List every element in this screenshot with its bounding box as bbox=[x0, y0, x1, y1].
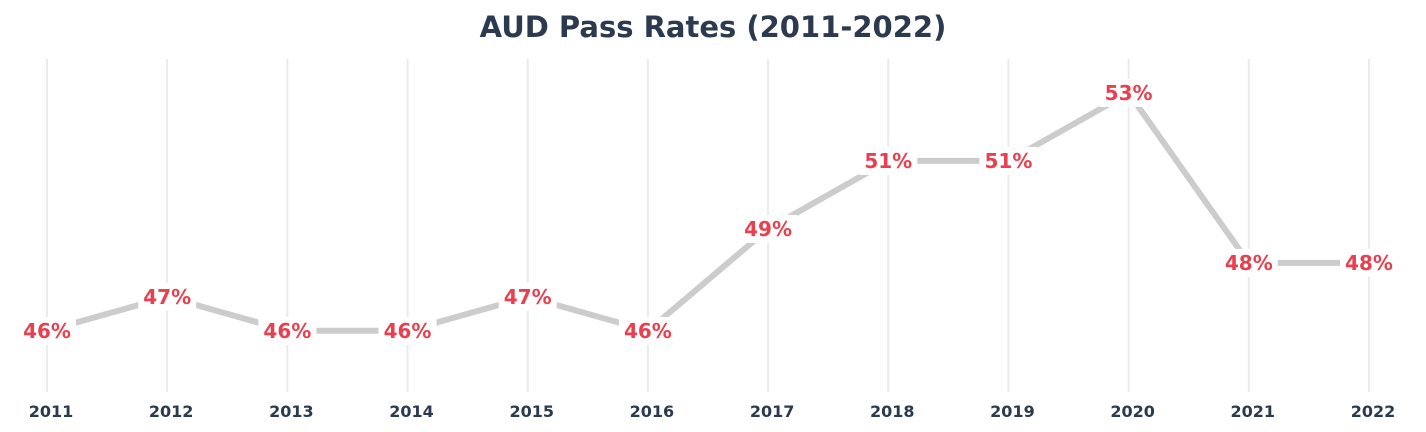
data-point: 46% bbox=[258, 316, 317, 345]
data-label-background bbox=[138, 282, 197, 311]
data-point: 47% bbox=[498, 282, 557, 311]
data-point: 48% bbox=[1219, 248, 1278, 277]
data-label-background bbox=[1219, 248, 1278, 277]
data-label: 48% bbox=[1345, 251, 1393, 275]
data-point: 46% bbox=[18, 316, 76, 345]
data-label-background bbox=[618, 316, 677, 345]
data-point: 47% bbox=[138, 282, 197, 311]
data-point: 51% bbox=[979, 146, 1038, 175]
x-tick-label: 2016 bbox=[630, 402, 675, 421]
data-label-background bbox=[378, 316, 437, 345]
data-labels: 46% 47% 46% 46% 47% 46% 49% 51% 51% 53% 48% 48% bbox=[18, 78, 1398, 345]
x-tick-label: 2011 bbox=[29, 402, 74, 421]
data-label: 46% bbox=[384, 319, 432, 343]
data-label-background bbox=[1099, 78, 1158, 107]
x-tick-label: 2022 bbox=[1351, 402, 1396, 421]
data-point: 48% bbox=[1339, 248, 1398, 277]
x-tick-label: 2017 bbox=[750, 402, 795, 421]
x-tick-label: 2021 bbox=[1231, 402, 1276, 421]
gridlines bbox=[46, 59, 1370, 392]
data-label: 46% bbox=[624, 319, 672, 343]
series-line-group bbox=[44, 90, 1372, 334]
data-point: 53% bbox=[1099, 78, 1158, 107]
data-label: 51% bbox=[985, 149, 1033, 173]
data-label: 46% bbox=[23, 319, 71, 343]
data-label-background bbox=[859, 146, 918, 175]
data-label-background bbox=[258, 316, 317, 345]
data-label-background bbox=[739, 214, 798, 243]
data-label: 49% bbox=[744, 217, 792, 241]
data-label-background bbox=[1339, 248, 1398, 277]
data-point: 46% bbox=[618, 316, 677, 345]
data-label-background bbox=[18, 316, 76, 345]
x-tick-label: 2020 bbox=[1110, 402, 1155, 421]
data-point: 49% bbox=[739, 214, 798, 243]
x-axis: 2011 2012 2013 2014 2015 2016 2017 2018 2019 2020… bbox=[29, 402, 1396, 421]
data-label: 47% bbox=[143, 285, 191, 309]
data-point: 51% bbox=[859, 146, 918, 175]
x-tick-label: 2015 bbox=[509, 402, 554, 421]
data-label: 48% bbox=[1225, 251, 1273, 275]
x-tick-label: 2014 bbox=[389, 402, 434, 421]
series-line bbox=[44, 90, 1372, 334]
data-label: 47% bbox=[504, 285, 552, 309]
x-tick-label: 2013 bbox=[269, 402, 314, 421]
x-tick-label: 2019 bbox=[990, 402, 1035, 421]
x-tick-label: 2018 bbox=[870, 402, 915, 421]
data-label: 51% bbox=[864, 149, 912, 173]
data-label: 53% bbox=[1105, 81, 1153, 105]
data-label: 46% bbox=[263, 319, 311, 343]
x-tick-label: 2012 bbox=[149, 402, 194, 421]
data-label-background bbox=[498, 282, 557, 311]
chart-title: AUD Pass Rates (2011-2022) bbox=[479, 10, 947, 44]
data-label-background bbox=[979, 146, 1038, 175]
data-point: 46% bbox=[378, 316, 437, 345]
